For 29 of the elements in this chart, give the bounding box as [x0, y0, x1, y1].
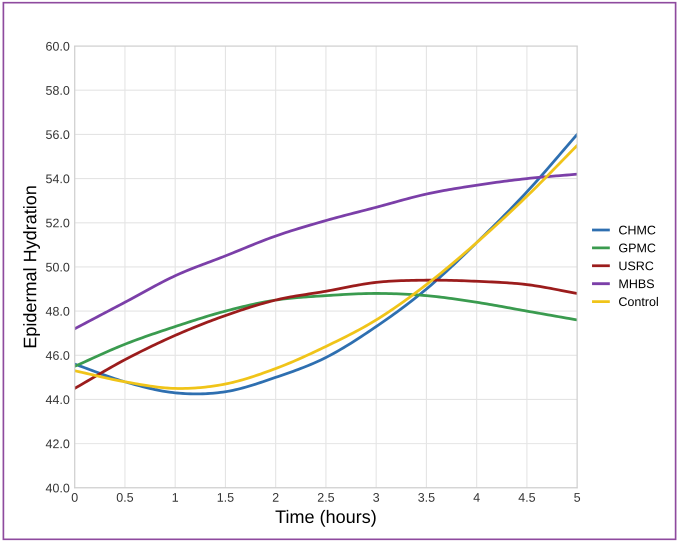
- x-tick-label: 2.5: [318, 492, 334, 502]
- y-tick-label: 40.0: [46, 484, 70, 492]
- legend-label: MHBS: [619, 279, 654, 288]
- x-tick-label: 2: [272, 492, 279, 502]
- x-tick-label: 0: [72, 492, 78, 502]
- x-tick-label: 3: [373, 492, 380, 502]
- y-tick-label: 50.0: [46, 262, 70, 272]
- y-tick-label: 44.0: [46, 395, 70, 404]
- y-tick-label: 60.0: [46, 42, 70, 51]
- x-tick-label: 4: [473, 493, 480, 502]
- y-tick-label: 46.0: [46, 351, 70, 360]
- y-tick-label: 48.0: [46, 306, 70, 316]
- x-tick-label: 4.5: [518, 493, 536, 502]
- legend-label: CHMC: [619, 226, 656, 234]
- y-tick-label: 54.0: [46, 174, 70, 184]
- x-axis-title: Time (hours): [276, 510, 376, 527]
- y-tick-label: 42.0: [46, 439, 70, 448]
- legend-label: USRC: [619, 261, 654, 270]
- x-tick-label: 1.5: [218, 493, 234, 502]
- y-tick-label: 58.0: [46, 86, 70, 95]
- y-axis-title: Epidermal Hydration: [23, 186, 40, 348]
- x-tick-label: 5: [574, 493, 580, 502]
- y-tick-label: 52.0: [46, 218, 70, 228]
- x-tick-label: 3.5: [418, 492, 435, 502]
- y-tick-label: 56.0: [46, 130, 70, 140]
- legend-label: GPMC: [619, 244, 656, 252]
- legend-label: Control: [619, 296, 658, 306]
- x-tick-label: 1: [172, 493, 178, 502]
- x-tick-label: 0.5: [116, 492, 134, 502]
